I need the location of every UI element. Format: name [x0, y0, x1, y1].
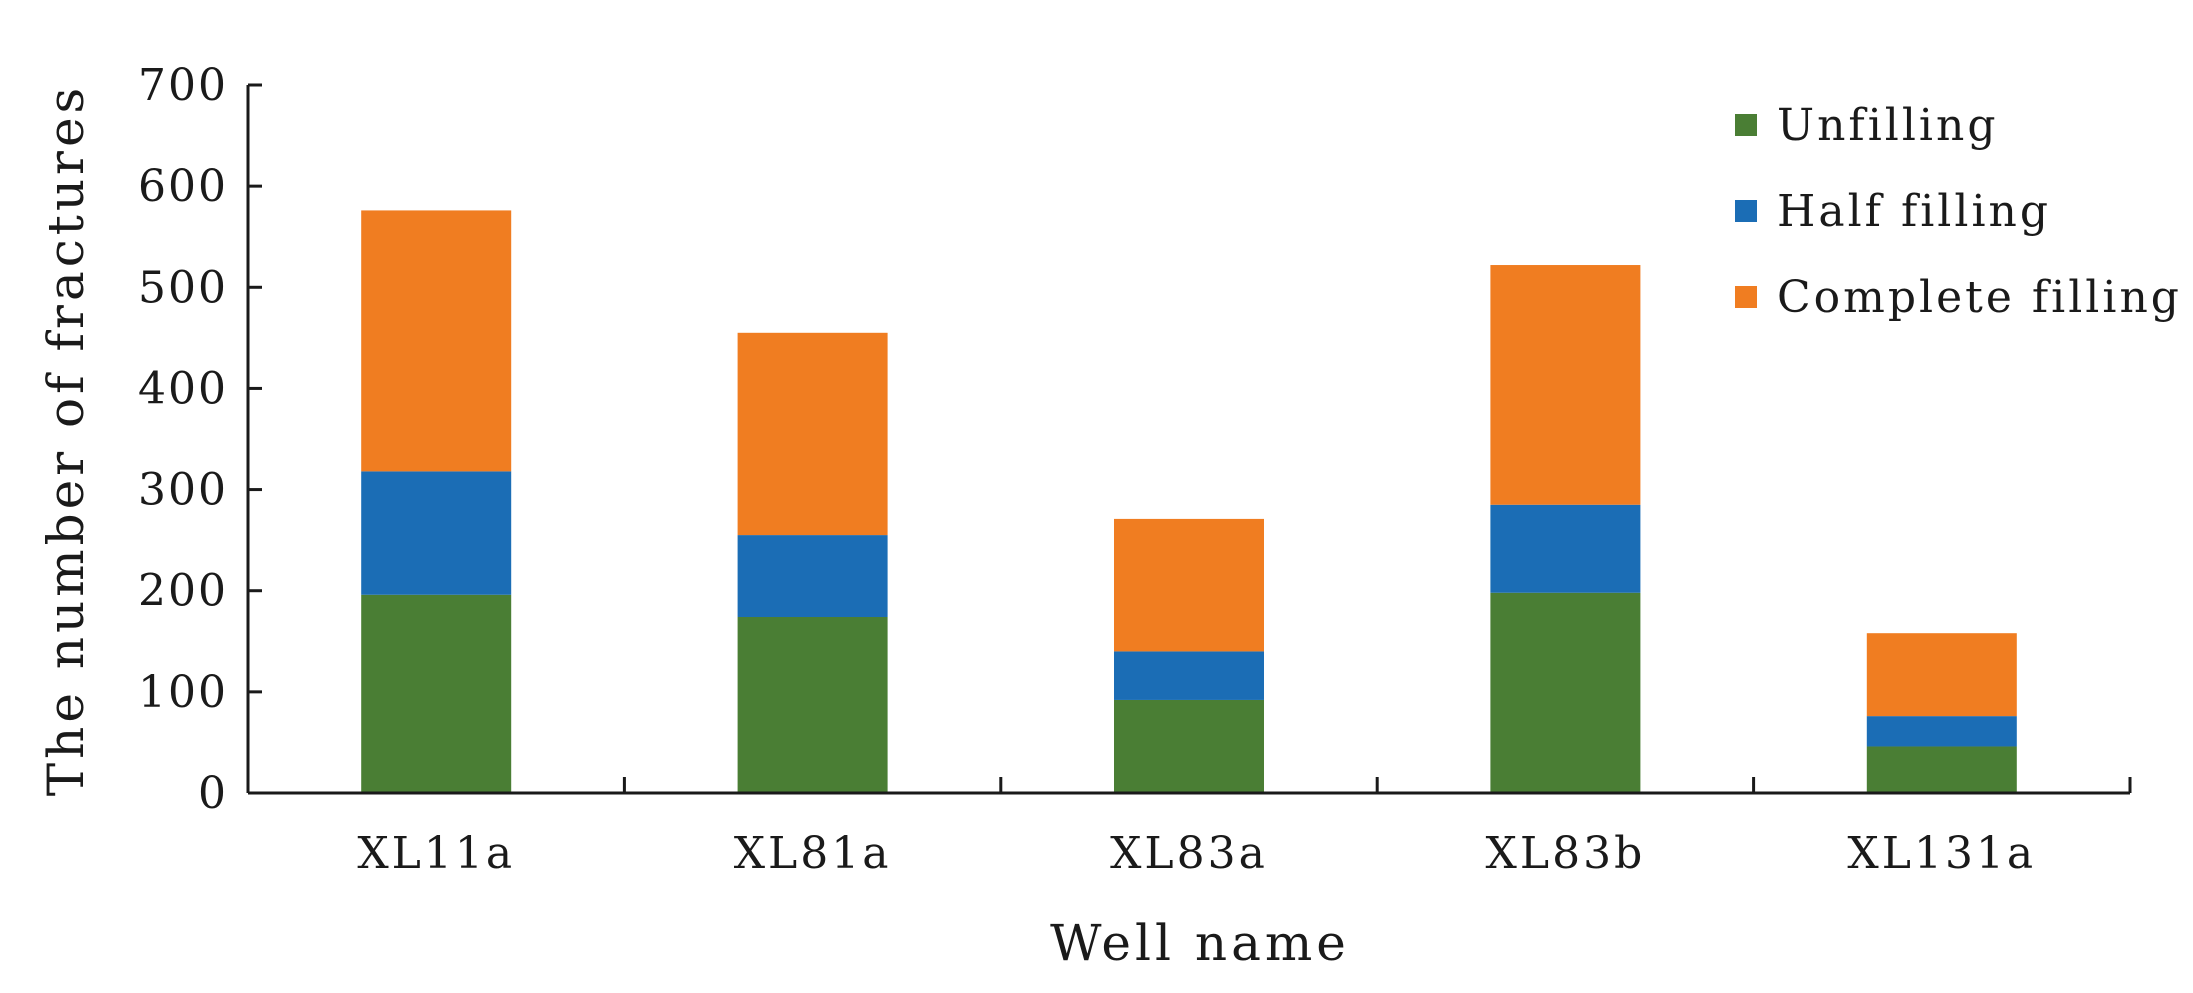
y-tick-label: 400	[138, 363, 228, 414]
legend: Unfilling Half filling Complete filling	[1735, 100, 2182, 323]
x-tick-label: XL131a	[1847, 828, 2036, 879]
y-tick-label: 200	[138, 566, 228, 617]
y-tick-label: 0	[198, 768, 228, 819]
bar-segment-unfilling	[361, 594, 512, 793]
legend-label: Unfilling	[1777, 100, 1999, 151]
x-axis-title: Well name	[1050, 914, 1350, 972]
x-tick-label: XL11a	[357, 828, 515, 879]
bar-segment-unfilling	[1490, 592, 1641, 793]
bar-segment-complete-filling	[1114, 518, 1264, 652]
y-tick-label: 100	[138, 667, 228, 718]
legend-swatch	[1735, 200, 1757, 222]
y-tick-label: 700	[138, 60, 228, 111]
y-tick-label: 500	[138, 262, 228, 313]
y-tick-label: 300	[138, 465, 228, 516]
bar-segment-complete-filling	[1490, 265, 1641, 505]
x-tick-label: XL83b	[1486, 828, 1646, 879]
bar-segment-unfilling	[1114, 699, 1264, 793]
bar-segment-unfilling	[737, 617, 888, 793]
x-axis: XL11a XL81a XL83a XL83b XL131a	[248, 777, 2132, 879]
bar-segment-complete-filling	[1866, 633, 2017, 717]
y-tick-label: 600	[138, 161, 228, 212]
bar-segment-complete-filling	[737, 332, 888, 536]
legend-label: Half filling	[1777, 186, 2051, 237]
plot-area	[361, 210, 2017, 793]
y-axis-title: The number of fractures	[37, 84, 95, 796]
bar-segment-half-filling	[1114, 651, 1264, 700]
bar-segment-half-filling	[361, 471, 512, 595]
bar-segment-unfilling	[1866, 746, 2017, 793]
legend-label: Complete filling	[1777, 272, 2182, 323]
x-tick-label: XL83a	[1110, 828, 1268, 879]
y-axis: 0 100 200 300 400 500 600 700	[138, 60, 262, 819]
x-tick-label: XL81a	[734, 828, 892, 879]
legend-swatch	[1735, 114, 1757, 136]
bar-segment-complete-filling	[361, 210, 512, 472]
legend-swatch	[1735, 286, 1757, 308]
bar-segment-half-filling	[1866, 716, 2017, 747]
bar-segment-half-filling	[1490, 504, 1641, 593]
bar-segment-half-filling	[737, 535, 888, 618]
